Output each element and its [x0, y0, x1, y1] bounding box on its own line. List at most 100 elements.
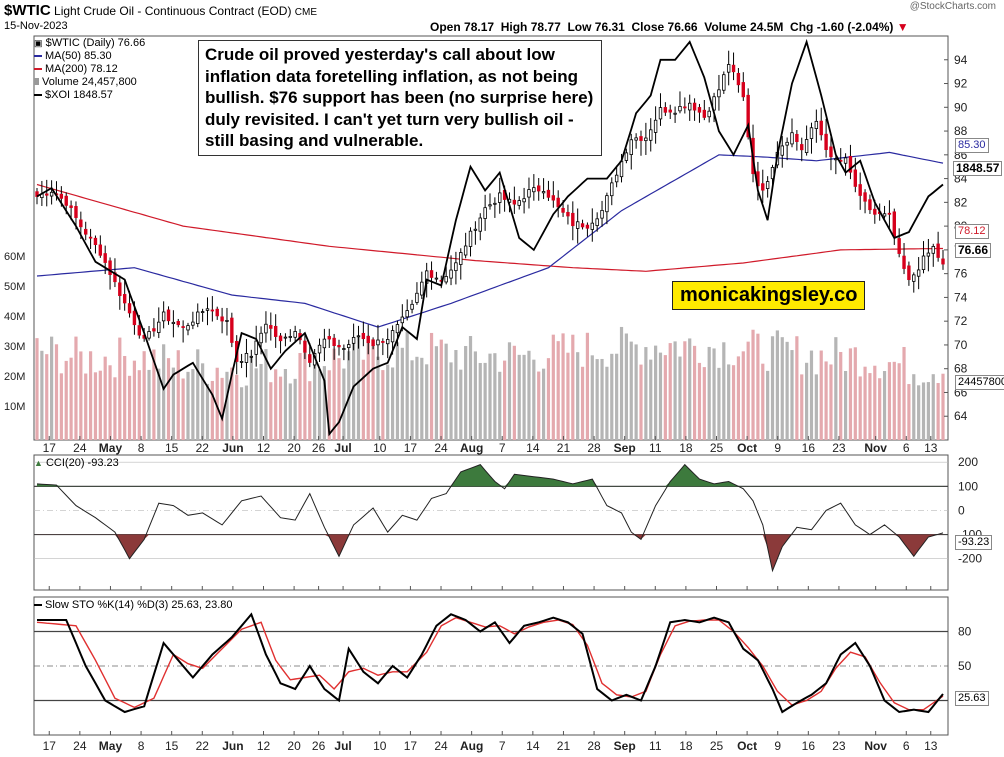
candle-body	[537, 185, 541, 192]
candle-body	[819, 120, 823, 136]
chg-value: -1.60 (-2.04%)	[816, 20, 894, 34]
sto-legend: Slow STO %K(14) %D(3) 25.63, 23.80	[34, 599, 233, 611]
candle-body	[371, 339, 375, 347]
candle-body	[132, 310, 137, 326]
volume-bar	[332, 348, 336, 440]
sto-tick-label: 50	[958, 659, 972, 673]
sto-tick-label: 80	[958, 625, 972, 639]
candle-body	[488, 204, 492, 207]
candle-body	[74, 206, 78, 218]
candle-body	[697, 107, 702, 113]
candle-body	[171, 321, 176, 325]
volume-bar	[902, 346, 906, 440]
volume-bar	[210, 380, 214, 440]
volume-bar	[400, 347, 404, 440]
candle-body	[726, 64, 731, 73]
volume-bar	[790, 350, 794, 440]
candle-body	[468, 230, 473, 247]
candle-body	[278, 335, 283, 342]
candle-body	[512, 199, 517, 205]
x-tick-label: 18	[679, 739, 693, 753]
volume-bar	[425, 364, 429, 440]
candle-body	[814, 120, 819, 129]
candle-body	[527, 189, 531, 198]
candle-body	[668, 109, 672, 113]
x-tick-label: Oct	[737, 739, 757, 753]
candle-body	[619, 160, 624, 178]
cci-line	[36, 463, 944, 573]
candle-body	[517, 200, 521, 206]
candle-body	[166, 309, 171, 322]
candle-body	[463, 245, 468, 256]
volume-tick-label: 30M	[4, 341, 25, 353]
chart-title: $WTIC Light Crude Oil - Continuous Contr…	[4, 2, 317, 19]
volume-bar	[127, 375, 132, 440]
candle-body	[410, 303, 414, 310]
volume-bar	[166, 358, 171, 440]
candle-body	[415, 292, 419, 303]
candle-body	[829, 146, 833, 158]
volume-bar	[142, 351, 146, 440]
candle-body	[561, 207, 565, 213]
x-tick-label: 8	[138, 441, 145, 455]
volume-bar	[288, 383, 292, 440]
candle-body	[308, 354, 312, 363]
candle-body	[269, 325, 273, 329]
x-tick-label: 20	[287, 739, 301, 753]
volume-bar	[449, 362, 453, 440]
candle-body	[88, 236, 93, 239]
candle-body	[161, 311, 166, 322]
candle-body	[127, 303, 132, 314]
price-tick-label: 92	[954, 77, 968, 91]
volume-bar	[731, 365, 736, 440]
volume-bar	[532, 359, 536, 440]
candle-body	[731, 64, 736, 73]
candle-body	[122, 294, 127, 304]
volume-bar	[103, 356, 107, 440]
candle-body	[717, 89, 721, 98]
volume-bar	[892, 361, 896, 440]
exchange: CME	[294, 7, 318, 18]
volume-bar	[473, 351, 477, 440]
x-tick-label: 24	[434, 739, 448, 753]
x-tick-label: 22	[196, 441, 210, 455]
watermark: @StockCharts.com	[909, 1, 996, 12]
candle-body	[210, 309, 215, 312]
volume-bar	[683, 341, 687, 440]
x-tick-label: Aug	[460, 441, 483, 455]
volume-bar	[658, 352, 663, 440]
candle-body	[795, 133, 799, 142]
volume-tag: 24457800	[955, 375, 1004, 390]
candle-body	[108, 260, 112, 275]
volume-bar	[181, 378, 185, 440]
volume-bar	[629, 341, 633, 440]
candle-body	[634, 137, 638, 141]
candle-body	[566, 211, 570, 217]
x-tick-label: 13	[924, 739, 938, 753]
candle-body	[936, 243, 940, 258]
volume-bar	[356, 336, 361, 440]
volume-bar	[64, 360, 68, 440]
volume-bar	[809, 350, 814, 440]
volume-bar	[678, 356, 682, 440]
candle-body	[186, 325, 190, 331]
candle-body	[429, 270, 434, 278]
high-value: 78.77	[530, 20, 561, 34]
volume-bar	[668, 343, 672, 440]
volume-bar	[537, 371, 541, 440]
candle-body	[804, 139, 809, 154]
x-tick-label: 17	[43, 441, 57, 455]
candle-body	[473, 228, 478, 231]
volume-bar	[761, 363, 765, 440]
candle-body	[303, 340, 307, 353]
x-tick-label: 15	[165, 441, 179, 455]
volume-bar	[410, 360, 414, 440]
volume-bar	[347, 351, 351, 440]
volume-bar	[736, 356, 741, 440]
candle-body	[264, 323, 268, 334]
x-tick-label: 21	[557, 739, 571, 753]
volume-bar	[917, 385, 921, 440]
candle-body	[931, 246, 935, 254]
candle-body	[853, 169, 858, 187]
